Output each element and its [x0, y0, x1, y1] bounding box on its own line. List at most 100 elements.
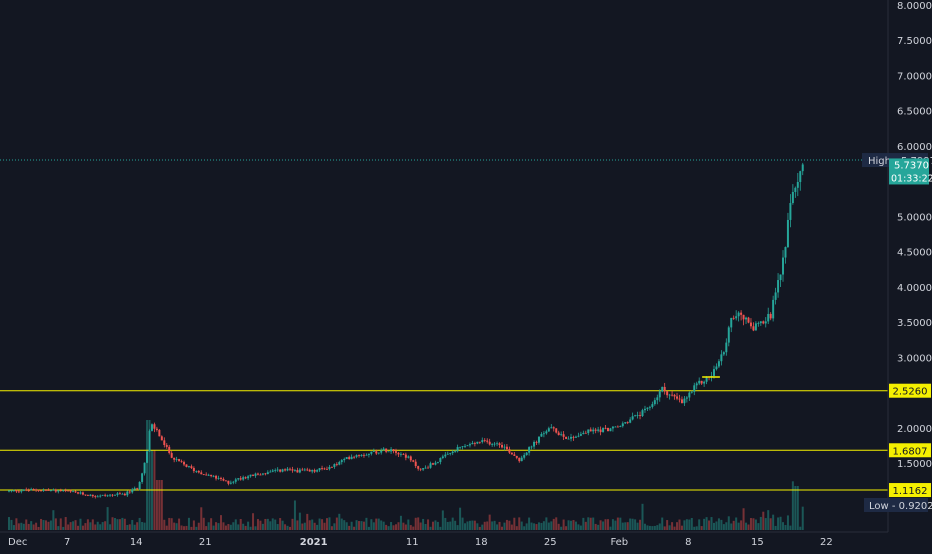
candle-body: [195, 470, 198, 472]
candle-body: [695, 383, 698, 386]
volume-bar: [764, 518, 767, 530]
candle-body: [745, 317, 748, 320]
candle-body: [249, 474, 252, 477]
candle-body: [333, 464, 336, 467]
candle-body: [185, 464, 188, 467]
candle-body: [256, 473, 259, 475]
volume-bar: [375, 518, 378, 530]
candle-body: [10, 490, 13, 492]
candle-body: [348, 457, 351, 460]
candle-body: [57, 490, 60, 492]
candle-body: [754, 323, 757, 331]
volume-bar: [141, 522, 144, 530]
volume-bar: [700, 526, 703, 530]
volume-bar: [493, 520, 496, 530]
y-tick-label: 6.0000: [897, 142, 932, 153]
volume-bar: [252, 513, 255, 530]
candle-body: [533, 441, 536, 447]
candle-body: [160, 436, 163, 441]
candle-body: [471, 442, 474, 445]
volume-bar: [291, 518, 294, 530]
candle-body: [271, 470, 274, 472]
volume-bar: [767, 510, 770, 530]
candle-body: [232, 481, 235, 483]
candlesticks[interactable]: [8, 162, 804, 499]
candle-body: [703, 381, 706, 384]
volume-bar: [626, 522, 629, 530]
candle-body: [690, 391, 693, 393]
candle-body: [592, 429, 595, 432]
volume-bar: [217, 523, 220, 530]
x-tick-label: 21: [199, 537, 212, 548]
candle-body: [12, 490, 15, 491]
candle-body: [560, 434, 563, 436]
candle-body: [200, 472, 203, 475]
candle-body: [407, 456, 410, 458]
volume-bar: [296, 520, 299, 530]
volume-bar: [32, 524, 35, 530]
volume-bar: [404, 524, 407, 530]
candle-body: [774, 292, 777, 300]
volume-bar: [653, 525, 656, 530]
volume-bar: [382, 521, 385, 530]
candle-body: [286, 468, 289, 471]
volume-bar: [486, 521, 489, 530]
volume-bar: [754, 519, 757, 530]
candle-body: [325, 468, 328, 470]
candle-body: [215, 475, 218, 479]
x-tick-label: 8: [685, 537, 691, 548]
volume-bar: [160, 480, 163, 530]
candle-body: [525, 452, 528, 456]
candle-body: [498, 443, 501, 445]
volume-bar: [459, 507, 462, 530]
candle-body: [606, 427, 609, 432]
candle-body: [616, 426, 619, 428]
volume-bar: [708, 520, 711, 530]
volume-bar: [609, 526, 612, 530]
time-axis[interactable]: Dec 7 14 21 2021 11 18 25 Feb 8 15 22: [8, 537, 833, 548]
candle-body: [537, 436, 540, 443]
candle-body: [205, 474, 208, 476]
candle-body: [700, 380, 703, 384]
candle-body: [671, 394, 674, 396]
volume-bar: [254, 526, 257, 530]
candle-body: [402, 453, 405, 455]
volume-bar: [582, 517, 585, 530]
volume-bar: [533, 523, 536, 530]
candle-body: [121, 493, 124, 495]
candle-body: [604, 427, 607, 429]
candle-body: [777, 280, 780, 293]
volume-bar: [259, 520, 262, 530]
candle-body: [69, 490, 72, 492]
candle-body: [313, 470, 316, 472]
candle-body: [207, 474, 210, 476]
volume-bar: [656, 525, 659, 530]
volume-bar: [449, 521, 452, 530]
candle-body: [281, 469, 284, 472]
volume-bar: [59, 518, 62, 530]
candle-body: [59, 490, 62, 492]
candle-body: [599, 429, 602, 433]
volume-bar: [348, 525, 351, 530]
candle-body: [136, 488, 139, 490]
horizontal-levels[interactable]: [0, 159, 888, 491]
volume-bar: [496, 524, 499, 530]
volume-bar: [175, 523, 178, 530]
price-axis[interactable]: 8.0000 7.5000 7.0000 6.5000 6.0000 5.0000 4.50…: [897, 1, 932, 470]
volume-bar: [698, 519, 701, 530]
volume-bar: [614, 520, 617, 530]
candle-body: [377, 452, 380, 454]
volume-bar: [464, 523, 467, 530]
candle-body: [646, 407, 649, 409]
volume-bar: [488, 514, 491, 530]
volume-bar: [441, 510, 444, 530]
volume-bar: [639, 519, 642, 530]
volume-bar: [17, 523, 20, 530]
volume-bar: [727, 516, 730, 530]
volume-bar: [168, 517, 171, 530]
candle-body: [104, 494, 107, 496]
